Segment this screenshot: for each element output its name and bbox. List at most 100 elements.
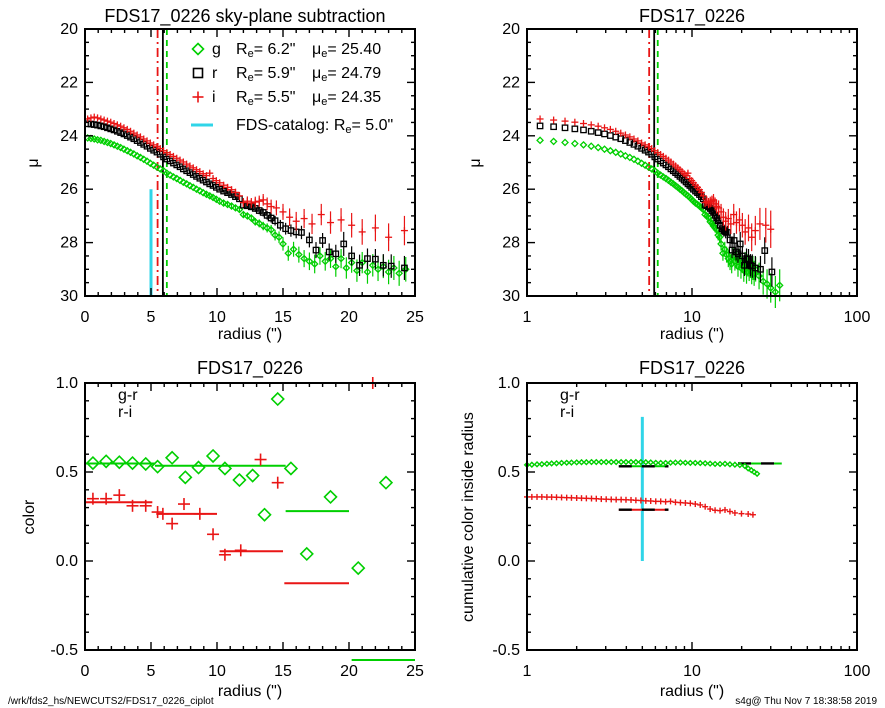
diamond-marker (139, 155, 148, 164)
square-marker (536, 122, 544, 130)
legend-band-label: r (212, 65, 218, 82)
diamond-marker (553, 459, 560, 467)
y-tick-label: 24 (60, 128, 78, 145)
legend-mue-value: μe= 24.35 (312, 89, 381, 108)
diamond-marker (223, 200, 232, 209)
top-left-title: FDS17_0226 sky-plane subtraction (104, 6, 385, 27)
diamond-marker (687, 459, 694, 467)
diamond-marker (583, 458, 590, 466)
legend-mue-value: μe= 24.79 (312, 65, 381, 84)
diamond-marker (353, 266, 361, 275)
legend-label-r-i: r-i (560, 404, 574, 421)
diamond-marker (255, 219, 264, 228)
diamond-marker (682, 459, 689, 467)
square-marker (340, 240, 348, 248)
diamond-marker (637, 159, 646, 168)
diamond-marker (326, 254, 335, 263)
diamond-marker (129, 150, 138, 158)
bottom_left-legend: g-rr-i (118, 387, 138, 421)
diamond-marker (300, 254, 309, 263)
square-marker (192, 67, 204, 79)
y-tick-label: 26 (60, 181, 78, 198)
diamond-marker (146, 159, 155, 168)
square-marker (601, 130, 608, 138)
diamond-marker (294, 250, 303, 259)
diamond-marker (627, 458, 635, 466)
plot-frame (526, 28, 858, 297)
x-tick-label: 1 (523, 663, 532, 680)
square-marker (716, 221, 724, 229)
diamond-marker (263, 223, 272, 232)
y-tick-label: 1.0 (498, 375, 520, 392)
diamond-marker (637, 458, 645, 466)
diamond-marker (617, 458, 625, 466)
diamond-marker (219, 199, 228, 208)
square-marker (732, 248, 740, 256)
diamond-marker (166, 171, 175, 179)
y-tick-label: 22 (60, 74, 78, 91)
diamond-marker (533, 461, 541, 468)
square-marker (271, 217, 279, 225)
diamond-marker (363, 268, 372, 276)
diamond-marker (543, 460, 551, 468)
diamond-marker (775, 281, 784, 290)
diamond-marker (563, 459, 570, 467)
diamond-marker (172, 174, 181, 183)
diamond-marker (217, 461, 233, 476)
diamond-marker (245, 468, 260, 483)
diamond-marker (558, 459, 565, 467)
diamond-marker (677, 459, 684, 466)
square-marker (761, 247, 769, 254)
legend-band-label: g (212, 41, 221, 58)
diamond-marker (750, 468, 758, 476)
diamond-marker (150, 459, 165, 474)
square-marker (319, 237, 326, 244)
top-right-xlabel: radius (") (660, 326, 724, 343)
legend-label-g-r: g-r (560, 387, 580, 404)
x-tick-label: 20 (340, 663, 358, 680)
square-marker (726, 236, 734, 244)
square-marker (606, 132, 614, 139)
square-marker (364, 255, 371, 262)
diamond-marker (189, 183, 198, 192)
diamond-marker (600, 145, 609, 154)
diamond-marker (715, 233, 724, 242)
diamond-marker (271, 231, 279, 240)
diamond-marker (711, 460, 719, 468)
top_left-series-i (84, 113, 408, 252)
diamond-marker (753, 470, 761, 478)
y-tick-label: 30 (60, 288, 78, 305)
diamond-marker (657, 459, 664, 467)
diamond-marker (205, 448, 221, 464)
square-marker (678, 174, 686, 182)
diamond-marker (299, 546, 314, 562)
diamond-marker (548, 460, 555, 467)
diamond-marker (270, 391, 285, 407)
diamond-marker (630, 155, 638, 164)
diamond-marker (378, 475, 394, 490)
diamond-marker (611, 148, 620, 157)
square-marker (580, 126, 587, 134)
square-marker (255, 207, 263, 214)
diamond-marker (759, 277, 768, 286)
y-tick-label: 20 (502, 21, 520, 38)
y-tick-label: 26 (502, 181, 520, 198)
diamond-marker (731, 461, 739, 468)
legend-re-value: Re= 6.2" (236, 41, 295, 60)
y-tick-label: 28 (60, 235, 78, 252)
diamond-marker (351, 560, 366, 576)
diamond-marker (215, 197, 224, 206)
legend-re-value: Re= 5.5" (236, 89, 295, 108)
y-tick-label: 30 (502, 288, 520, 305)
diamond-marker (573, 459, 580, 466)
diamond-marker (763, 280, 771, 288)
bottom_left-series-r-i (86, 377, 379, 561)
diamond-marker (85, 455, 101, 471)
diamond-marker (692, 459, 699, 467)
footer-user-timestamp: s4g@ Thu Nov 7 18:38:58 2019 (735, 696, 877, 707)
diamond-marker (593, 458, 600, 466)
diamond-marker (162, 169, 171, 178)
y-tick-label: 24 (502, 128, 520, 145)
